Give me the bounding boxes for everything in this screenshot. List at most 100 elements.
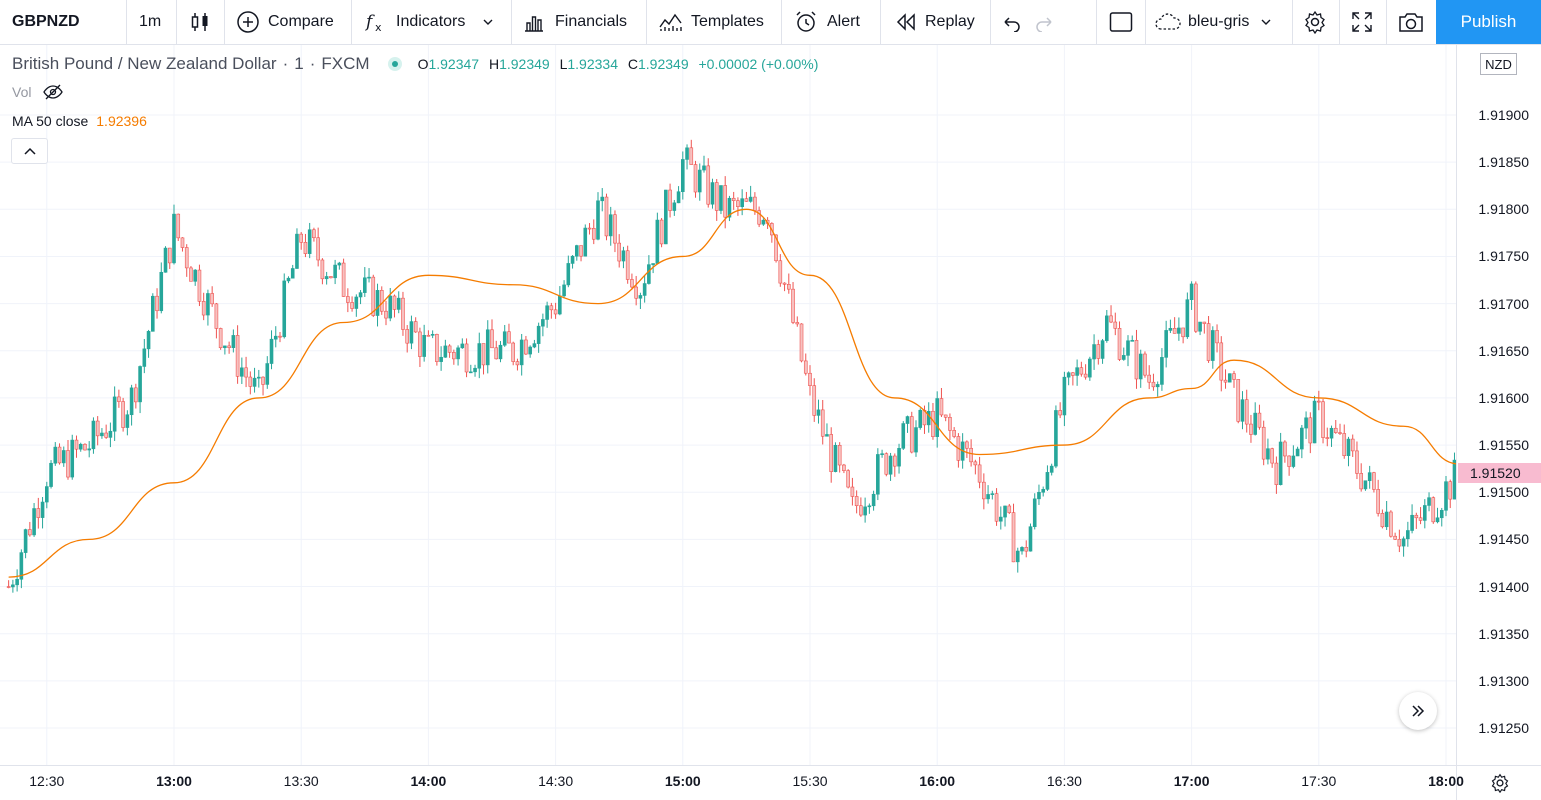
compare-label: Compare [268,13,334,30]
candle [435,333,439,366]
candle [1181,327,1185,344]
candle [1126,335,1130,367]
ma-label[interactable]: MA 50 close [12,113,89,129]
chart-pane[interactable] [0,45,1456,765]
candle [1062,371,1067,427]
candle-body [846,470,850,488]
candle-body [1219,342,1224,381]
candle [795,316,800,327]
time-scale[interactable]: 12:30 13:00 13:30 14:00 14:30 15:00 15:30 16:00… [0,765,1464,800]
candle-body [931,410,935,437]
financials-icon [525,16,543,32]
candle-body [456,347,460,360]
chart-style-button[interactable] [189,0,211,44]
symbol-search-button[interactable]: GBPNZD [12,0,80,44]
candle [808,365,812,396]
alert-button[interactable]: Alert [794,0,860,44]
candle-body [1333,427,1338,433]
candle-body [1049,465,1054,473]
settings-button[interactable] [1303,0,1327,44]
candle-body [36,508,41,518]
time-tick-label: 16:00 [919,773,956,789]
candle-body [914,427,918,453]
candle [40,497,45,529]
candle-body [278,335,282,338]
candle-body [1346,438,1351,456]
candle [655,212,660,264]
candle [502,324,507,347]
candle-body [736,200,740,207]
candle-body [61,450,66,464]
redo-button[interactable] [1034,0,1056,44]
candle [155,288,159,319]
layout-menu-button[interactable]: bleu-gris [1154,0,1271,44]
candle-body [901,423,906,449]
candle-body [223,345,227,349]
candle-body [676,191,681,204]
candle-body [117,396,121,402]
candle-body [977,464,982,483]
snapshot-button[interactable] [1397,0,1425,44]
candle [905,415,910,433]
candle [163,246,168,273]
open-label: O [417,56,429,72]
series-title[interactable]: British Pound / New Zealand Dollar [12,54,277,73]
low-value: 1.92334 [567,56,618,72]
candle-body [982,481,986,500]
candle [680,151,685,200]
candle-body [808,372,812,386]
candle [659,217,664,248]
candle [121,397,125,432]
undo-button[interactable] [1000,0,1022,44]
candle [206,289,210,326]
fullscreen-button[interactable] [1351,0,1373,44]
price-chart[interactable] [0,45,1456,765]
candle-body [409,321,414,344]
candle-body [1342,433,1347,456]
candle [307,222,312,259]
candle-body [138,366,142,403]
axis-settings-button[interactable] [1456,765,1541,800]
candle-body [70,439,75,478]
candle-body [282,280,287,338]
interval-label: 1m [139,13,162,30]
plus-circle-icon [237,11,259,33]
candle-body [1100,340,1105,359]
candle [1283,440,1287,463]
templates-button[interactable]: Templates [659,0,764,44]
candle-body [1024,547,1029,552]
rewind-icon [896,13,915,31]
candle-body [184,247,189,269]
volume-legend: Vol [12,84,64,100]
financials-button[interactable]: Financials [523,0,627,44]
candle [418,327,422,367]
candle-body [519,339,524,366]
eye-hidden-icon[interactable] [43,84,64,100]
scroll-to-realtime-button[interactable] [1399,692,1437,730]
candle-body [871,493,876,507]
fullscreen-layout-button[interactable] [1109,0,1133,44]
candle-body [163,247,168,273]
collapse-legend-button[interactable] [11,138,48,164]
candle-body [668,189,672,211]
compare-button[interactable]: Compare [236,0,334,44]
high-label: H [488,56,500,72]
candle [1041,486,1045,497]
alarm-clock-icon [796,11,816,32]
candle [1007,503,1012,515]
candle [1037,484,1041,505]
toolbar-divider [646,0,647,44]
price-scale[interactable]: 1.91900 1.91850 1.91800 1.91750 1.91700 1.916… [1456,45,1541,765]
candle [1096,339,1101,365]
replay-button[interactable]: Replay [895,0,975,44]
candle [1121,347,1126,361]
publish-button[interactable]: Publish [1436,0,1541,44]
candle-body [863,506,867,516]
candle [1168,319,1173,334]
currency-badge[interactable]: NZD [1480,53,1517,75]
candle [943,414,948,422]
candle-body [837,444,842,466]
interval-button[interactable]: 1m [139,0,161,44]
candle-body [897,448,901,467]
